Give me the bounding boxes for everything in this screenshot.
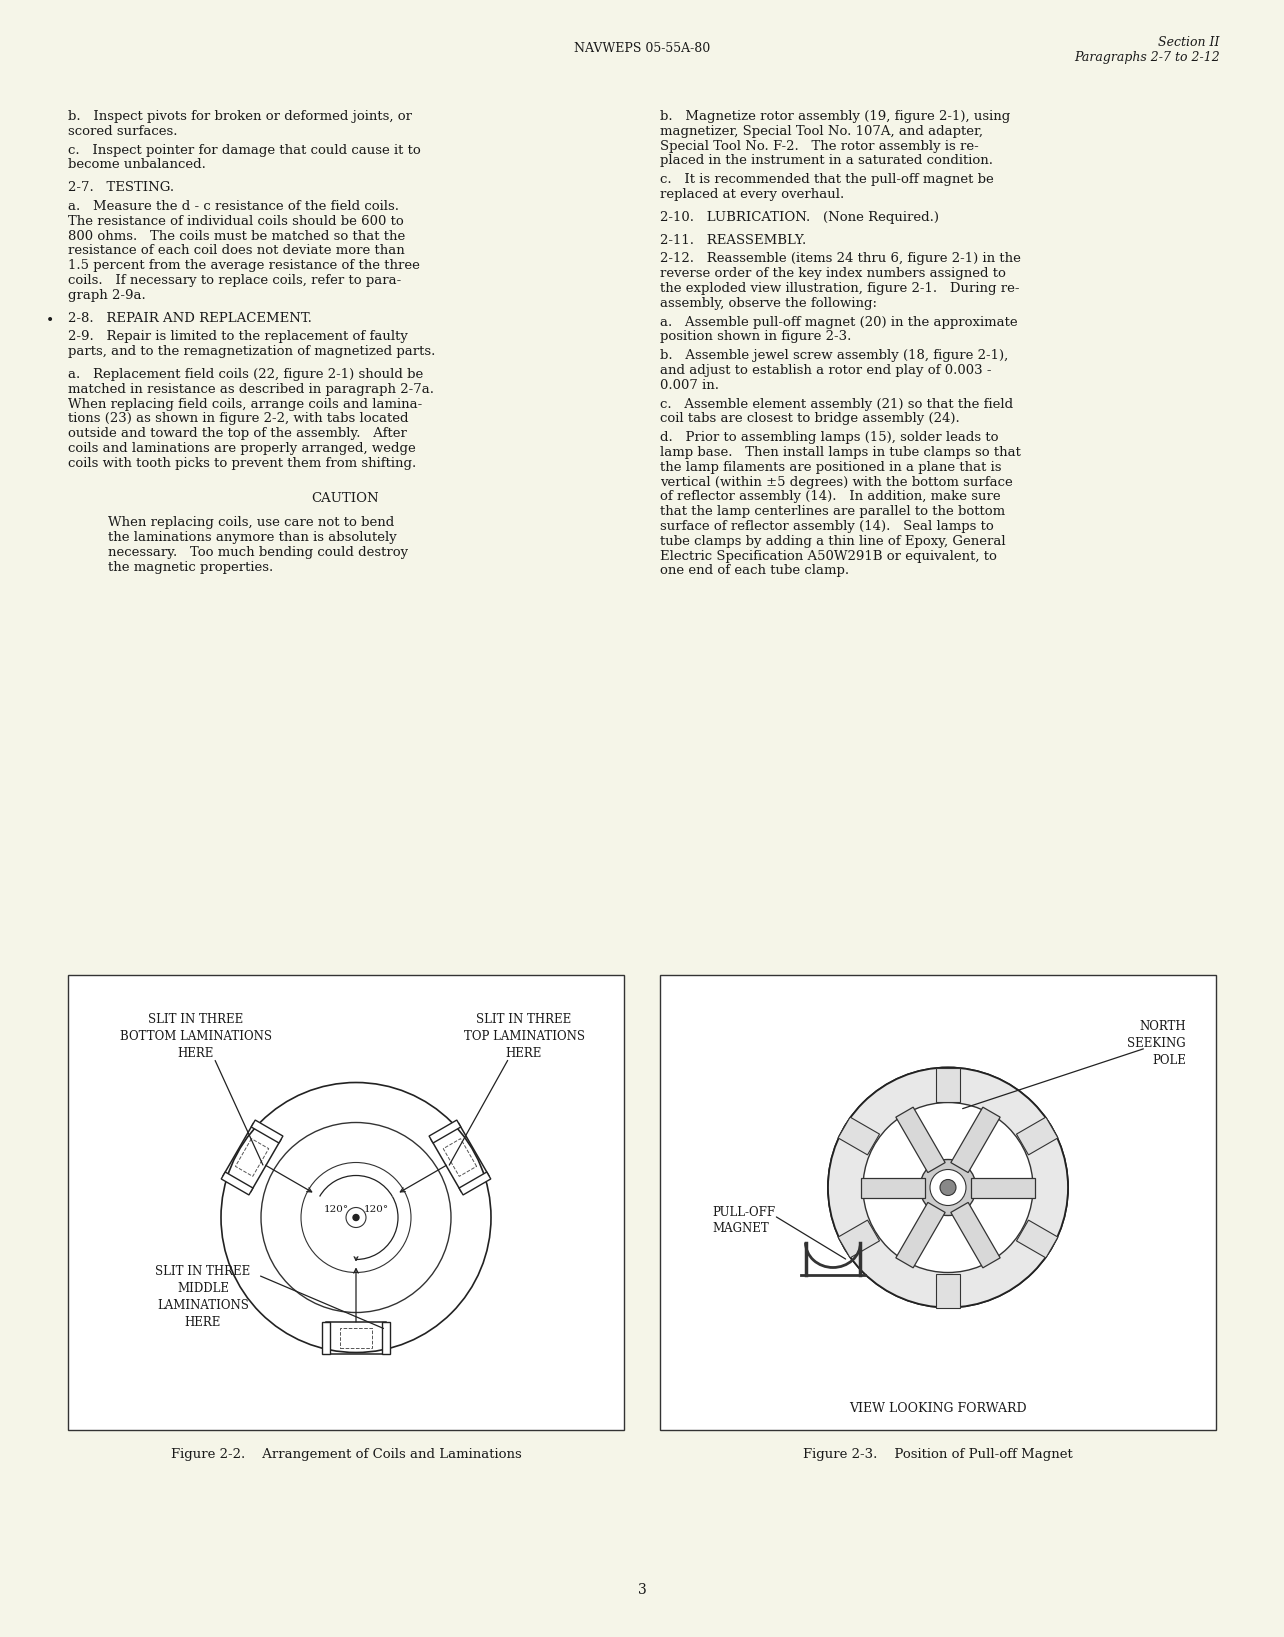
Text: a.   Assemble pull-off magnet (20) in the approximate: a. Assemble pull-off magnet (20) in the …: [660, 316, 1018, 329]
Text: matched in resistance as described in paragraph 2-7a.: matched in resistance as described in pa…: [68, 383, 434, 396]
Circle shape: [921, 1159, 976, 1216]
Polygon shape: [862, 1177, 924, 1198]
Polygon shape: [838, 1116, 880, 1154]
Text: NORTH
SEEKING
POLE: NORTH SEEKING POLE: [1127, 1020, 1186, 1067]
Text: 2-11.   REASSEMBLY.: 2-11. REASSEMBLY.: [660, 234, 806, 247]
Text: d.   Prior to assembling lamps (15), solder leads to: d. Prior to assembling lamps (15), solde…: [660, 431, 999, 444]
Polygon shape: [429, 1120, 461, 1143]
Text: coil tabs are closest to bridge assembly (24).: coil tabs are closest to bridge assembly…: [660, 413, 959, 426]
Text: 2-9.   Repair is limited to the replacement of faulty: 2-9. Repair is limited to the replacemen…: [68, 331, 408, 344]
Text: one end of each tube clamp.: one end of each tube clamp.: [660, 565, 849, 578]
Text: surface of reflector assembly (14).   Seal lamps to: surface of reflector assembly (14). Seal…: [660, 521, 994, 534]
Polygon shape: [1017, 1116, 1058, 1154]
Circle shape: [930, 1169, 966, 1205]
Polygon shape: [936, 1274, 960, 1308]
Text: NAVWEPS 05-55A-80: NAVWEPS 05-55A-80: [574, 41, 710, 54]
Circle shape: [863, 1102, 1034, 1272]
Text: b.   Inspect pivots for broken or deformed joints, or: b. Inspect pivots for broken or deformed…: [68, 110, 412, 123]
Text: CAUTION: CAUTION: [311, 491, 379, 504]
Text: 120°: 120°: [324, 1205, 348, 1215]
Polygon shape: [951, 1107, 1000, 1172]
Text: resistance of each coil does not deviate more than: resistance of each coil does not deviate…: [68, 244, 404, 257]
Text: coils with tooth picks to prevent them from shifting.: coils with tooth picks to prevent them f…: [68, 457, 416, 470]
Text: Figure 2-2.    Arrangement of Coils and Laminations: Figure 2-2. Arrangement of Coils and Lam…: [171, 1449, 521, 1460]
Text: tions (23) as shown in figure 2-2, with tabs located: tions (23) as shown in figure 2-2, with …: [68, 413, 408, 426]
Text: VIEW LOOKING FORWARD: VIEW LOOKING FORWARD: [849, 1401, 1027, 1414]
Text: coils.   If necessary to replace coils, refer to para-: coils. If necessary to replace coils, re…: [68, 273, 401, 286]
Text: 800 ohms.   The coils must be matched so that the: 800 ohms. The coils must be matched so t…: [68, 229, 406, 242]
Text: assembly, observe the following:: assembly, observe the following:: [660, 296, 877, 309]
Polygon shape: [460, 1172, 490, 1195]
Polygon shape: [322, 1321, 330, 1354]
Bar: [68, 976, 624, 1431]
Text: a.   Replacement field coils (22, figure 2-1) should be: a. Replacement field coils (22, figure 2…: [68, 368, 424, 381]
Text: position shown in figure 2-3.: position shown in figure 2-3.: [660, 331, 851, 344]
Text: 2-10.   LUBRICATION.   (None Required.): 2-10. LUBRICATION. (None Required.): [660, 211, 939, 224]
Text: The resistance of individual coils should be 600 to: The resistance of individual coils shoul…: [68, 214, 403, 228]
Polygon shape: [1017, 1220, 1058, 1257]
Text: replaced at every overhaul.: replaced at every overhaul.: [660, 188, 845, 201]
Bar: [660, 976, 1216, 1431]
Text: the exploded view illustration, figure 2-1.   During re-: the exploded view illustration, figure 2…: [660, 282, 1019, 295]
Text: Electric Specification A50W291B or equivalent, to: Electric Specification A50W291B or equiv…: [660, 550, 996, 563]
Text: vertical (within ±5 degrees) with the bottom surface: vertical (within ±5 degrees) with the bo…: [660, 476, 1013, 488]
Text: 3: 3: [638, 1583, 646, 1598]
Text: of reflector assembly (14).   In addition, make sure: of reflector assembly (14). In addition,…: [660, 491, 1000, 504]
Text: 1.5 percent from the average resistance of the three: 1.5 percent from the average resistance …: [68, 259, 420, 272]
Text: become unbalanced.: become unbalanced.: [68, 159, 205, 172]
Polygon shape: [951, 1203, 1000, 1267]
Text: reverse order of the key index numbers assigned to: reverse order of the key index numbers a…: [660, 267, 1005, 280]
Text: c.   Inspect pointer for damage that could cause it to: c. Inspect pointer for damage that could…: [68, 144, 421, 157]
Text: necessary.   Too much bending could destroy: necessary. Too much bending could destro…: [108, 547, 408, 558]
Text: c.   It is recommended that the pull-off magnet be: c. It is recommended that the pull-off m…: [660, 174, 994, 187]
Text: When replacing coils, use care not to bend: When replacing coils, use care not to be…: [108, 516, 394, 529]
Text: outside and toward the top of the assembly.   After: outside and toward the top of the assemb…: [68, 427, 407, 440]
Text: tube clamps by adding a thin line of Epoxy, General: tube clamps by adding a thin line of Epo…: [660, 535, 1005, 548]
Circle shape: [828, 1067, 1068, 1308]
Text: and adjust to establish a rotor end play of 0.003 -: and adjust to establish a rotor end play…: [660, 363, 991, 377]
Text: Figure 2-3.    Position of Pull-off Magnet: Figure 2-3. Position of Pull-off Magnet: [802, 1449, 1073, 1460]
Circle shape: [353, 1215, 360, 1221]
Text: graph 2-9a.: graph 2-9a.: [68, 288, 146, 301]
Text: SLIT IN THREE
BOTTOM LAMINATIONS
HERE: SLIT IN THREE BOTTOM LAMINATIONS HERE: [119, 1013, 272, 1061]
Polygon shape: [221, 1172, 253, 1195]
Text: parts, and to the remagnetization of magnetized parts.: parts, and to the remagnetization of mag…: [68, 345, 435, 359]
Text: SLIT IN THREE
MIDDLE
LAMINATIONS
HERE: SLIT IN THREE MIDDLE LAMINATIONS HERE: [155, 1265, 250, 1329]
Text: placed in the instrument in a saturated condition.: placed in the instrument in a saturated …: [660, 154, 993, 167]
Text: the laminations anymore than is absolutely: the laminations anymore than is absolute…: [108, 530, 397, 543]
Text: that the lamp centerlines are parallel to the bottom: that the lamp centerlines are parallel t…: [660, 506, 1005, 519]
Text: the lamp filaments are positioned in a plane that is: the lamp filaments are positioned in a p…: [660, 460, 1002, 473]
Text: c.   Assemble element assembly (21) so that the field: c. Assemble element assembly (21) so tha…: [660, 398, 1013, 411]
Text: scored surfaces.: scored surfaces.: [68, 124, 177, 138]
Polygon shape: [936, 1067, 960, 1102]
Text: Paragraphs 2-7 to 2-12: Paragraphs 2-7 to 2-12: [1075, 51, 1220, 64]
Text: b.   Assemble jewel screw assembly (18, figure 2-1),: b. Assemble jewel screw assembly (18, fi…: [660, 349, 1008, 362]
Circle shape: [940, 1180, 957, 1195]
Text: When replacing field coils, arrange coils and lamina-: When replacing field coils, arrange coil…: [68, 398, 422, 411]
Text: lamp base.   Then install lamps in tube clamps so that: lamp base. Then install lamps in tube cl…: [660, 445, 1021, 458]
Text: 120°: 120°: [363, 1205, 389, 1215]
Polygon shape: [971, 1177, 1035, 1198]
Text: 2-7.   TESTING.: 2-7. TESTING.: [68, 182, 175, 195]
Text: •: •: [46, 314, 54, 327]
Polygon shape: [383, 1321, 390, 1354]
Text: 2-8.   REPAIR AND REPLACEMENT.: 2-8. REPAIR AND REPLACEMENT.: [68, 311, 312, 324]
Text: PULL-OFF
MAGNET: PULL-OFF MAGNET: [713, 1205, 776, 1236]
Text: 2-12.   Reassemble (items 24 thru 6, figure 2-1) in the: 2-12. Reassemble (items 24 thru 6, figur…: [660, 252, 1021, 265]
Polygon shape: [896, 1107, 945, 1172]
Polygon shape: [252, 1120, 282, 1143]
Text: Section II: Section II: [1158, 36, 1220, 49]
Polygon shape: [896, 1203, 945, 1267]
Text: a.   Measure the d - c resistance of the field coils.: a. Measure the d - c resistance of the f…: [68, 200, 399, 213]
Text: the magnetic properties.: the magnetic properties.: [108, 561, 273, 575]
Text: magnetizer, Special Tool No. 107A, and adapter,: magnetizer, Special Tool No. 107A, and a…: [660, 124, 984, 138]
Polygon shape: [838, 1220, 880, 1257]
Text: 0.007 in.: 0.007 in.: [660, 378, 719, 391]
Text: Special Tool No. F-2.   The rotor assembly is re-: Special Tool No. F-2. The rotor assembly…: [660, 139, 978, 152]
Text: SLIT IN THREE
TOP LAMINATIONS
HERE: SLIT IN THREE TOP LAMINATIONS HERE: [464, 1013, 584, 1061]
Text: b.   Magnetize rotor assembly (19, figure 2-1), using: b. Magnetize rotor assembly (19, figure …: [660, 110, 1011, 123]
Text: coils and laminations are properly arranged, wedge: coils and laminations are properly arran…: [68, 442, 416, 455]
